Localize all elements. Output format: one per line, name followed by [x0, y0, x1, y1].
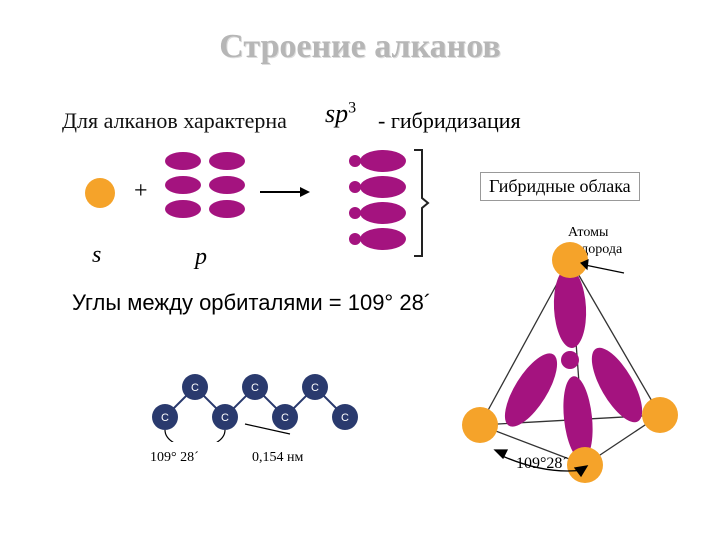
- hybrid-orbital-1: [320, 150, 406, 172]
- carbon-chain: C C C C C C C: [150, 352, 380, 442]
- bond-angle-text: Углы между орбиталями = 109° 28´: [72, 290, 431, 316]
- bond-length-label: 0,154 нм: [252, 450, 303, 466]
- svg-text:C: C: [311, 382, 319, 394]
- hybrid-orbital-2: [320, 176, 406, 198]
- svg-text:C: C: [251, 382, 259, 394]
- sp3-label: sp3: [325, 99, 356, 129]
- svg-text:C: C: [341, 412, 349, 424]
- p-orbital-label: p: [195, 244, 207, 271]
- p-orbitals: [165, 152, 245, 224]
- bracket-icon: [412, 148, 430, 258]
- hybrid-orbitals: [320, 150, 406, 254]
- chain-angle-label: 109° 28´: [150, 450, 199, 466]
- hybrid-clouds-label: Гибридные облака: [480, 172, 640, 201]
- plus-sign: +: [134, 178, 148, 205]
- sp3-sup: 3: [348, 99, 356, 116]
- s-orbital-label: s: [92, 242, 101, 269]
- svg-text:C: C: [191, 382, 199, 394]
- tetra-angle-label: 109°28´: [516, 455, 568, 473]
- hybrid-orbital-4: [320, 228, 406, 250]
- tetrahedron-diagram: [445, 240, 695, 490]
- subtitle-prefix: Для алканов характерна: [62, 108, 287, 134]
- subtitle-suffix: - гибридизация: [378, 108, 521, 134]
- svg-text:C: C: [221, 412, 229, 424]
- arrow-icon: [260, 184, 310, 200]
- atoms-h-line1: Атомы: [568, 225, 608, 240]
- s-orbital: [85, 178, 115, 208]
- svg-text:C: C: [161, 412, 169, 424]
- p-orbital-3: [165, 200, 245, 218]
- hybrid-orbital-3: [320, 202, 406, 224]
- svg-text:C: C: [281, 412, 289, 424]
- p-orbital-1: [165, 152, 245, 170]
- p-orbital-2: [165, 176, 245, 194]
- sp3-base: sp: [325, 99, 348, 128]
- page-title: Строение алканов: [0, 0, 720, 66]
